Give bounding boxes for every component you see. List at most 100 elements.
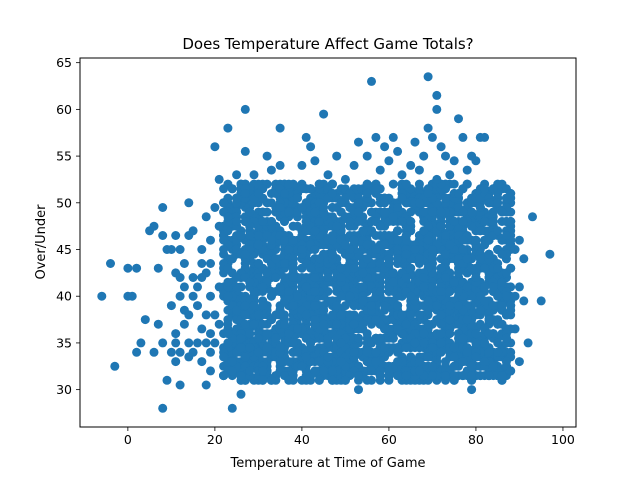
data-point xyxy=(454,268,463,278)
data-point xyxy=(436,338,446,348)
data-point xyxy=(393,371,403,381)
data-point xyxy=(354,333,363,343)
data-point xyxy=(227,254,237,264)
data-point xyxy=(362,254,372,264)
data-point xyxy=(432,104,442,114)
data-point xyxy=(345,291,355,301)
data-point xyxy=(514,357,524,367)
data-point xyxy=(258,301,268,311)
data-point xyxy=(280,189,289,198)
data-point xyxy=(462,165,472,175)
data-point xyxy=(319,109,329,119)
data-point xyxy=(445,240,455,250)
data-point xyxy=(227,184,237,194)
data-point xyxy=(436,142,446,152)
data-point xyxy=(323,170,333,180)
data-point xyxy=(475,226,485,236)
data-point xyxy=(275,160,285,170)
data-point xyxy=(393,203,403,212)
data-point xyxy=(445,287,455,296)
data-point xyxy=(266,375,276,385)
data-point xyxy=(232,217,242,226)
data-point xyxy=(301,352,311,362)
data-point xyxy=(166,347,176,357)
data-point xyxy=(297,375,307,385)
data-point xyxy=(493,263,503,273)
data-point xyxy=(362,347,372,357)
data-point xyxy=(519,254,529,264)
data-point xyxy=(462,254,472,264)
data-point xyxy=(166,245,176,254)
data-point xyxy=(445,315,455,325)
data-point xyxy=(436,221,446,231)
data-point xyxy=(393,226,403,236)
data-point xyxy=(293,347,302,357)
data-point xyxy=(310,287,320,296)
data-point xyxy=(175,273,185,282)
data-point xyxy=(310,226,320,236)
data-point xyxy=(393,254,403,264)
data-point xyxy=(206,329,215,339)
data-point xyxy=(240,319,250,329)
data-point xyxy=(240,146,250,156)
data-point xyxy=(349,319,359,329)
data-point xyxy=(284,245,294,254)
data-point xyxy=(223,212,233,222)
data-point xyxy=(367,366,376,376)
data-point xyxy=(306,184,316,194)
data-point xyxy=(275,343,285,353)
data-point xyxy=(419,273,429,282)
data-point xyxy=(310,301,320,311)
data-point xyxy=(401,371,411,381)
data-point xyxy=(471,156,481,166)
data-point xyxy=(427,245,437,254)
data-point xyxy=(349,263,359,273)
data-point xyxy=(471,338,481,348)
data-point xyxy=(136,338,146,348)
data-point xyxy=(449,217,459,226)
data-point xyxy=(327,366,337,376)
data-point xyxy=(197,245,207,254)
data-point xyxy=(262,151,272,161)
data-point xyxy=(188,347,198,357)
data-point xyxy=(223,277,233,287)
data-point xyxy=(419,151,429,161)
data-point xyxy=(293,193,302,203)
data-point xyxy=(458,217,468,226)
data-point xyxy=(467,207,477,217)
data-point xyxy=(253,347,263,357)
data-point xyxy=(545,249,555,259)
data-point xyxy=(436,207,446,217)
x-axis-label: Temperature at Time of Game xyxy=(230,456,426,471)
data-point xyxy=(380,198,390,208)
data-point xyxy=(480,184,490,194)
data-point xyxy=(240,352,250,362)
data-point xyxy=(236,389,246,399)
data-points xyxy=(97,72,555,413)
data-point xyxy=(245,221,255,231)
data-point xyxy=(266,217,276,226)
data-point xyxy=(284,179,294,189)
data-point xyxy=(493,291,503,301)
y-tick-label: 50 xyxy=(56,195,72,210)
data-point xyxy=(249,319,259,329)
data-point xyxy=(371,184,381,194)
data-point xyxy=(188,273,198,282)
x-tick-label: 80 xyxy=(468,432,484,447)
data-point xyxy=(197,259,207,268)
data-point xyxy=(427,132,437,142)
data-point xyxy=(510,291,520,301)
data-point xyxy=(388,277,398,287)
data-point xyxy=(436,347,446,357)
data-point xyxy=(401,231,411,240)
data-point xyxy=(427,207,437,217)
data-point xyxy=(240,301,250,311)
data-point xyxy=(362,240,372,250)
data-point xyxy=(393,324,403,334)
data-point xyxy=(193,282,202,292)
data-point xyxy=(414,165,424,175)
data-point xyxy=(471,352,481,362)
data-point xyxy=(406,291,416,301)
data-point xyxy=(445,170,455,180)
data-point xyxy=(449,361,459,371)
